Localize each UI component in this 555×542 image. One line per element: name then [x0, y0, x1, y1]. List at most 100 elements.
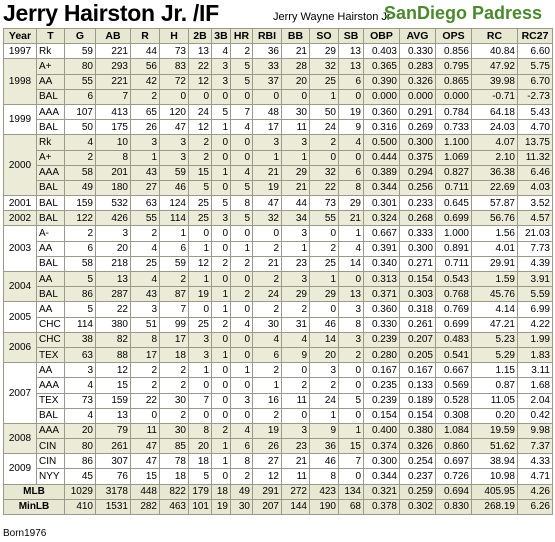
header-row: Year T G AB R H 2B 3B HR RBI BB SO SB OBP AVG OPS RC RC27 — [3, 27, 553, 45]
stat-cell: 15 — [130, 468, 160, 485]
stat-cell: 3 — [309, 362, 339, 379]
stat-cell: 0 — [281, 407, 310, 424]
stat-cell: 13 — [95, 407, 131, 424]
stat-cell: 21 — [281, 179, 310, 197]
stat-cell: 19 — [252, 422, 282, 440]
stat-cell: 3 — [95, 225, 131, 242]
stat-cell: 32 — [309, 58, 339, 75]
stat-cell: 13 — [188, 43, 212, 60]
stat-cell: 0 — [338, 407, 364, 424]
stat-cell: 24 — [309, 392, 339, 409]
stat-cell: 2 — [230, 255, 253, 273]
stat-row: AAA 58 201 43 59 15 1 4 21 29 32 6 0.389 0.294 0.827 36… — [4, 164, 553, 181]
column-header: H — [159, 27, 189, 45]
column-header: RBI — [252, 27, 282, 45]
stat-cell: 21.03 — [517, 225, 553, 242]
totals-cell: 207 — [252, 498, 282, 516]
column-header: RC — [471, 27, 518, 45]
stat-cell: 6 — [338, 164, 364, 181]
level-cell: A+ — [36, 58, 65, 75]
stat-cell: 7 — [188, 392, 212, 409]
level-cell: AA — [36, 270, 65, 288]
totals-cell: 0.259 — [399, 483, 436, 500]
stat-cell: 0.541 — [435, 346, 472, 364]
stat-cell: 24 — [252, 286, 282, 303]
stat-cell: 0.375 — [399, 149, 436, 166]
totals-cell: 282 — [130, 498, 160, 516]
stat-cell: 0.300 — [363, 453, 400, 470]
stat-cell: 2 — [130, 362, 160, 379]
stat-row: 2008 AAA 20 79 11 30 8 2 4 19 3 9 1 0.400 0.380 1.084 19… — [3, 422, 553, 455]
stat-cell: 0.784 — [435, 103, 472, 121]
stat-cell: 0.444 — [363, 149, 400, 166]
stat-cell: 3 — [130, 134, 160, 151]
stat-cell: 0 — [188, 407, 212, 424]
level-cell: A- — [36, 225, 65, 242]
stat-row: AA 55 221 42 72 12 3 5 37 20 25 6 0.390 0.326 0.865 39.… — [4, 73, 553, 90]
stat-cell: 0 — [211, 362, 231, 379]
level-cell: Rk — [36, 43, 65, 60]
column-header: 2B — [188, 27, 212, 45]
stat-cell: 86 — [64, 286, 96, 303]
stat-cell: 4 — [130, 270, 160, 288]
stat-cell: 2 — [338, 346, 364, 364]
stat-cell: 1.59 — [471, 270, 518, 288]
stat-cell: 0.205 — [399, 346, 436, 364]
stat-cell: 5 — [338, 392, 364, 409]
year-cell: 2007 — [3, 362, 37, 424]
stat-row: BAL 4 13 0 2 0 0 0 2 0 1 0 0.154 0.154 0.308 0.20 0.42 — [4, 407, 553, 424]
level-cell: AA — [36, 240, 65, 257]
stat-cell: 51 — [130, 316, 160, 333]
stat-cell: 2 — [159, 270, 189, 288]
stat-cell: 180 — [95, 179, 131, 197]
stat-cell: 1.000 — [435, 225, 472, 242]
stat-cell: 4.33 — [517, 453, 553, 470]
stat-cell: 21 — [252, 255, 282, 273]
stat-cell: 4 — [281, 331, 310, 348]
year-cell: 1999 — [3, 103, 37, 136]
stat-cell: 11.32 — [517, 149, 553, 166]
stat-cell: 0.733 — [435, 119, 472, 136]
stat-cell: 0 — [211, 407, 231, 424]
level-cell: BAL — [36, 88, 65, 105]
stat-row: TEX 63 88 17 18 3 1 0 6 9 20 2 0.280 0.205 0.541 5.29 1.… — [4, 346, 553, 364]
stat-cell: 0.391 — [363, 240, 400, 257]
stat-row: 2005 AA 5 22 3 7 0 1 0 2 2 0 3 0.360 0.318 0.769 4.14 6.9… — [3, 301, 553, 333]
stat-row: AAA 4 15 2 2 0 0 0 1 2 2 0 0.235 0.133 0.569 0.87 1.68 — [4, 377, 553, 394]
stat-cell: 43 — [130, 286, 160, 303]
stat-row: A+ 2 8 1 3 2 0 0 1 1 0 0 0.444 0.375 1.069 2.10 11.32 — [4, 149, 553, 166]
stat-cell: 2 — [252, 240, 282, 257]
stat-cell: 2.04 — [517, 392, 553, 409]
stat-cell: 9 — [338, 119, 364, 136]
stat-cell: 10 — [95, 134, 131, 151]
player-name: Jerry Hairston Jr. /IF — [3, 0, 219, 26]
stat-cell: 0.667 — [435, 362, 472, 379]
stat-cell: 0.42 — [517, 407, 553, 424]
stat-cell: 19 — [188, 286, 212, 303]
stat-cell: 5 — [211, 103, 231, 121]
year-cell: 2008 — [3, 422, 37, 455]
stat-cell: 99 — [159, 316, 189, 333]
stat-cell: 16 — [252, 392, 282, 409]
stat-cell: 34 — [281, 210, 310, 227]
stat-cell: 47 — [252, 195, 282, 212]
stat-cell: 38 — [64, 331, 96, 348]
stat-cell: 30 — [159, 392, 189, 409]
stat-cell: 0.189 — [399, 392, 436, 409]
stat-cell: 4 — [64, 407, 96, 424]
stat-cell: 48 — [252, 103, 282, 121]
stat-cell: 56 — [130, 58, 160, 75]
stat-cell: 0 — [230, 331, 253, 348]
stat-cell: 9.98 — [517, 422, 553, 440]
stat-row: 2002 BAL 122 426 55 114 25 3 5 32 34 55 21 0.324 0.268… — [3, 210, 553, 227]
stat-cell: 29 — [281, 286, 310, 303]
stat-cell: 0.726 — [435, 468, 472, 485]
stat-cell: 0.256 — [399, 179, 436, 197]
stat-cell: 18 — [159, 346, 189, 364]
stat-cell: 2 — [252, 407, 282, 424]
stat-cell: 0.344 — [363, 179, 400, 197]
stat-cell: 0 — [188, 301, 212, 318]
stat-cell: 221 — [95, 43, 131, 60]
stat-cell: 287 — [95, 286, 131, 303]
stat-cell: 0.360 — [363, 301, 400, 318]
